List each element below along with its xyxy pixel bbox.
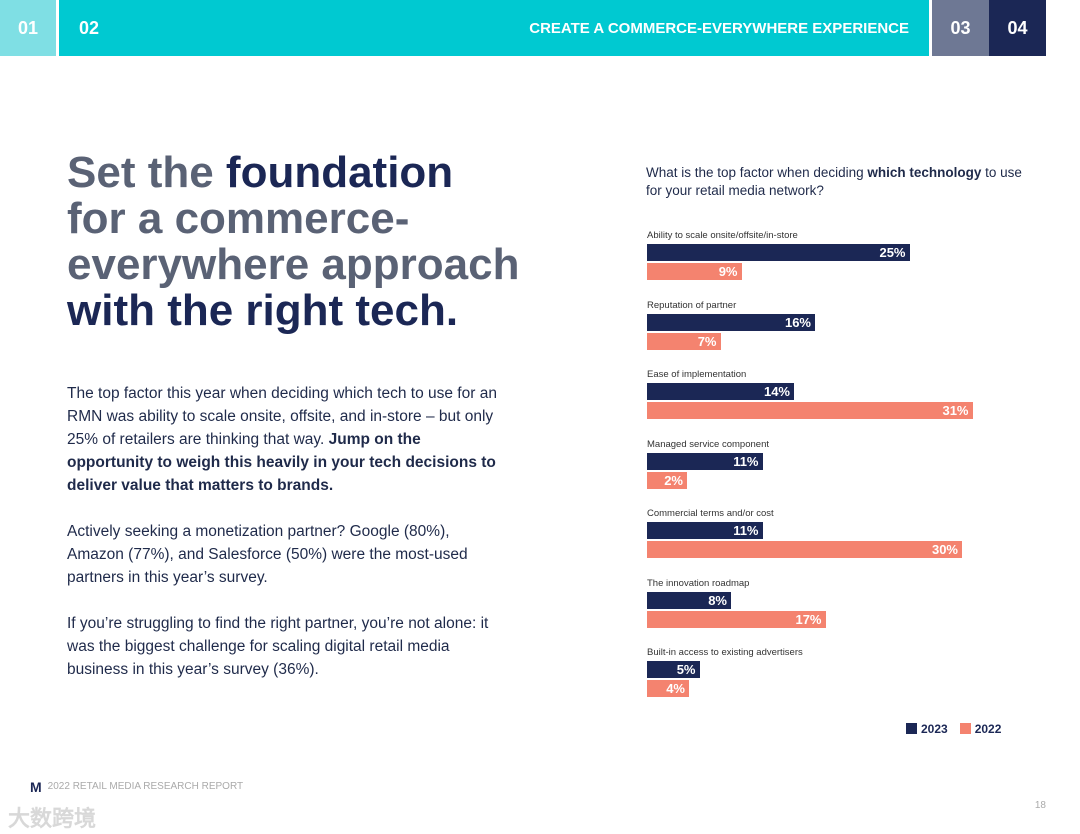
title-emphasis: with the right tech.	[67, 286, 459, 335]
title-text: for a commerce-everywhere approach	[67, 194, 520, 289]
bar-2023: 8%	[647, 591, 731, 609]
bar-group: Ease of implementation 14% 31%	[647, 369, 1067, 439]
bar-chart: Ability to scale onsite/offsite/in-store…	[647, 230, 1067, 717]
bar-group: Managed service component 11% 2%	[647, 439, 1067, 509]
category-label: The innovation roadmap	[647, 577, 750, 589]
legend-label: 2023	[921, 722, 948, 736]
bar-2023: 11%	[647, 452, 763, 470]
section-title: CREATE A COMMERCE-EVERYWHERE EXPERIENCE	[529, 19, 909, 37]
legend-swatch	[959, 723, 971, 734]
bar-2022: 2%	[647, 471, 687, 489]
body-text: The top factor this year when deciding w…	[67, 382, 507, 704]
tab-04[interactable]: 04	[989, 0, 1046, 56]
bar-2022: 30%	[647, 541, 962, 558]
category-label: Managed service component	[647, 438, 769, 450]
bar-2022: 31%	[647, 402, 973, 419]
bar-2022: 9%	[647, 263, 742, 280]
legend-swatch	[906, 723, 917, 734]
tab-label: 01	[17, 17, 39, 38]
category-label: Commercial terms and/or cost	[647, 508, 774, 519]
logo: M	[30, 779, 42, 795]
bar-group: Reputation of partner 16% 7%	[647, 300, 1067, 370]
bar-group: Built-in access to existing advertisers 5…	[647, 647, 1067, 717]
paragraph: Actively seeking a monetization partner?…	[67, 523, 468, 586]
bar-group: Commercial terms and/or cost 11% 30%	[647, 508, 1067, 578]
category-label: Ability to scale onsite/offsite/in-store	[647, 230, 798, 241]
page-title: Set the foundation for a commerce-everyw…	[67, 148, 607, 335]
report-name: 2022 RETAIL MEDIA RESEARCH REPORT	[47, 781, 244, 792]
watermark: 大数跨境	[8, 806, 97, 831]
bar-2023: 5%	[647, 661, 700, 678]
footer: M 2022 RETAIL MEDIA RESEARCH REPORT	[30, 780, 243, 794]
title-text: Set the	[67, 148, 226, 197]
title-emphasis: foundation	[225, 148, 454, 197]
chart-title: What is the top factor when deciding whi…	[646, 164, 1026, 200]
category-label: Reputation of partner	[647, 299, 737, 311]
bar-2023: 11%	[647, 522, 763, 539]
paragraph: The top factor this year when deciding w…	[67, 382, 507, 497]
bar-2022: 4%	[647, 680, 689, 697]
tab-01[interactable]: 01	[0, 0, 56, 56]
title-text: to use for your retail media network?	[646, 165, 1022, 198]
bar-group: The innovation roadmap 8% 17%	[647, 578, 1067, 648]
title-bold: which technology	[867, 165, 982, 180]
category-label: Ease of implementation	[647, 369, 747, 380]
legend-2023: 2023	[906, 722, 948, 736]
legend-label: 2022	[974, 722, 1002, 736]
bar-2023: 14%	[647, 383, 794, 400]
bar-2023: 25%	[647, 244, 910, 261]
category-label: Built-in access to existing advertisers	[647, 647, 803, 658]
legend-2022: 2022	[959, 722, 1002, 736]
tab-03[interactable]: 03	[932, 0, 989, 56]
tab-label: 04	[1007, 17, 1028, 38]
paragraph: If you’re struggling to find the right p…	[67, 615, 489, 678]
chart-legend: 2023 2022	[906, 722, 1001, 736]
title-text: What is the top factor when deciding	[646, 165, 868, 180]
paragraph-bold: Jump on the opportunity to weigh this he…	[67, 431, 496, 494]
tab-label: 03	[950, 17, 971, 38]
bar-2023: 16%	[647, 313, 815, 331]
paragraph-text: The top factor this year when deciding w…	[67, 385, 497, 448]
bar-2022: 17%	[647, 610, 826, 628]
bar-group: Ability to scale onsite/offsite/in-store…	[647, 230, 1067, 300]
bar-2022: 7%	[647, 332, 721, 350]
page-number: 18	[1034, 800, 1046, 811]
tab-02[interactable]: 02 CREATE A COMMERCE-EVERYWHERE EXPERIENC…	[59, 0, 929, 56]
tab-label: 02	[79, 17, 100, 38]
